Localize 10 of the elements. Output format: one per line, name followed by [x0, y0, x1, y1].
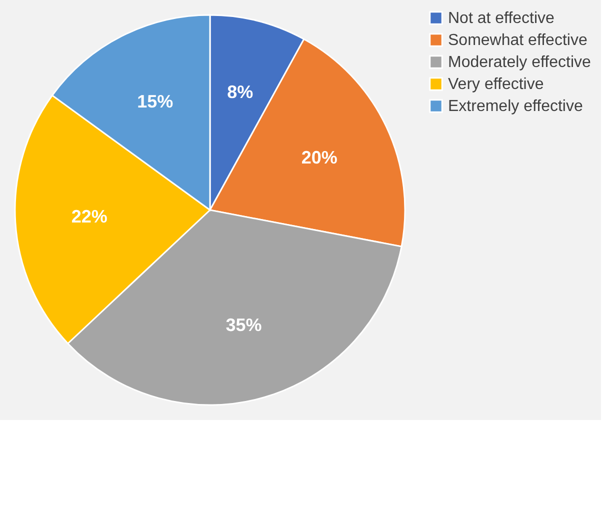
- data-label: 35%: [226, 315, 262, 336]
- legend-label: Very effective: [448, 76, 544, 93]
- data-label: 22%: [71, 206, 108, 227]
- legend-label: Not at effective: [448, 10, 555, 27]
- legend-label: Extremely effective: [448, 98, 583, 115]
- data-label: 20%: [301, 148, 338, 168]
- data-label: 8%: [227, 82, 254, 102]
- legend-label: Moderately effective: [448, 54, 591, 71]
- data-label: 15%: [137, 91, 174, 112]
- legend-label: Somewhat effective: [448, 32, 588, 49]
